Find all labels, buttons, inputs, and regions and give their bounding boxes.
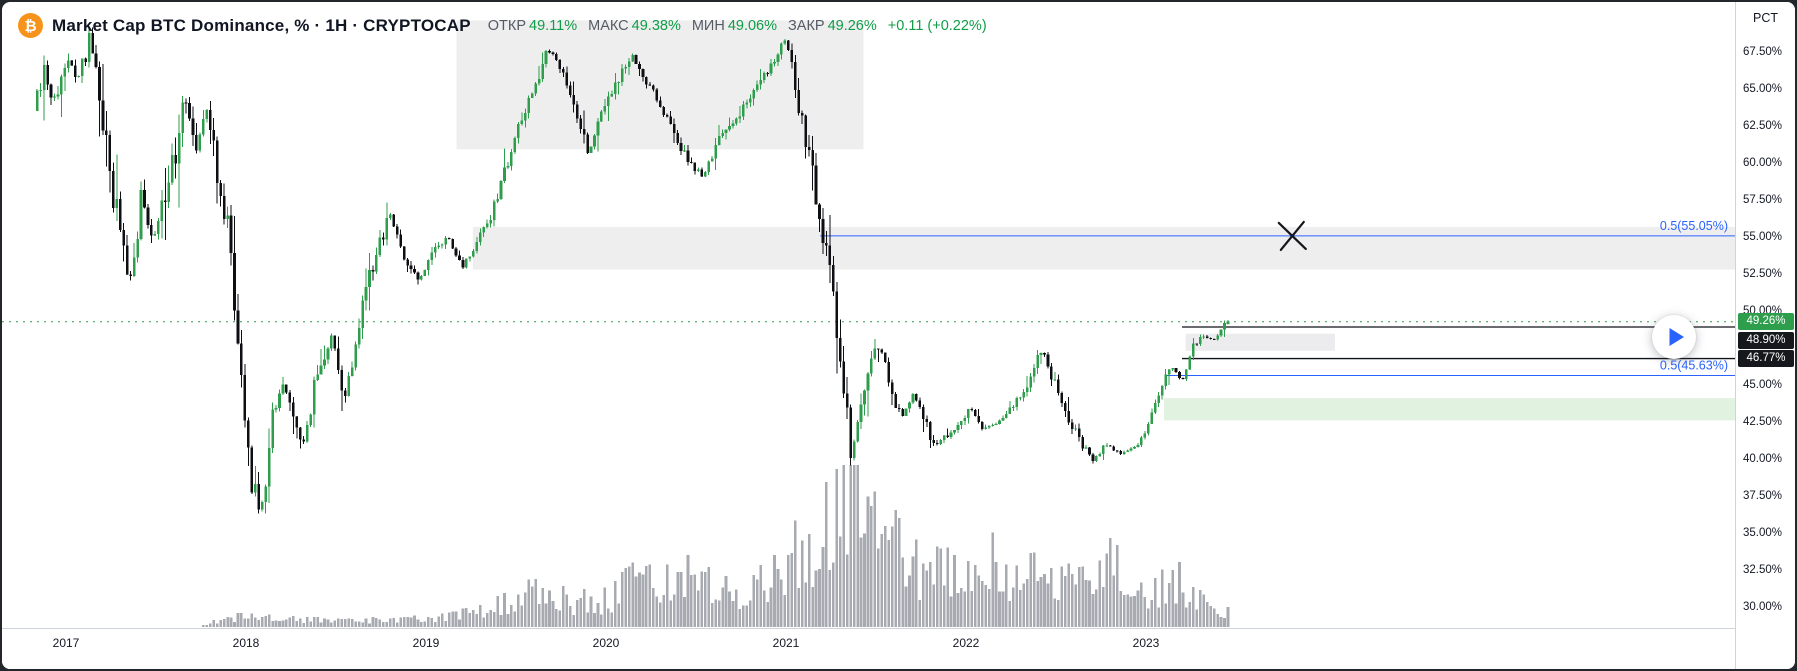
high-label: МАКС [588, 17, 629, 34]
price-tick-label: 32.50% [1743, 563, 1783, 576]
price-line-badge[interactable]: 46.77% [1738, 350, 1794, 368]
price-tick-label: 42.50% [1743, 415, 1783, 428]
time-tick-label: 2019 [412, 636, 440, 650]
ohlc-legend: ОТКР 49.11% МАКС 49.38% МИН 49.06% ЗАКР … [488, 18, 987, 34]
price-tick-label: 45.00% [1743, 378, 1783, 391]
open-value: 49.11% [529, 17, 578, 34]
time-tick-label: 2020 [592, 636, 620, 650]
price-tick-label: 57.50% [1743, 193, 1783, 206]
time-tick-label: 2017 [52, 636, 80, 650]
volume-layer [202, 465, 1230, 627]
legend-open: ОТКР 49.11% [488, 18, 577, 34]
close-label: ЗАКР [788, 17, 825, 34]
current-price-badge[interactable]: 49.26% [1738, 313, 1794, 331]
bitcoin-icon: ₿ [18, 13, 43, 38]
play-icon [1669, 328, 1684, 346]
zones-layer[interactable] [456, 20, 1735, 421]
open-label: ОТКР [487, 17, 527, 34]
price-tick-label: 62.50% [1743, 119, 1783, 132]
price-tick-label: 37.50% [1743, 489, 1783, 502]
price-tick-label: 52.50% [1743, 267, 1783, 280]
price-tick-label: 65.00% [1743, 82, 1783, 95]
candles-layer [35, 27, 1230, 514]
price-tick-label: 35.00% [1743, 526, 1783, 539]
time-tick-label: 2018 [232, 636, 260, 650]
mid-gray-zone[interactable] [472, 227, 1735, 270]
legend-high: МАКС 49.38% [588, 18, 681, 34]
time-tick-label: 2023 [1132, 636, 1160, 650]
price-tick-label: 67.50% [1743, 45, 1783, 58]
x-mark-annotation[interactable] [1279, 220, 1305, 252]
price-axis-unit[interactable]: PCT [1753, 11, 1778, 25]
play-button[interactable] [1652, 315, 1696, 359]
price-tick-label: 40.00% [1743, 452, 1783, 465]
close-value: 49.26% [827, 17, 877, 34]
fib-level-label: 0.5(45.63%) [1660, 358, 1728, 372]
drawing-lines-layer[interactable]: 0.5(55.05%) 0.5(45.63%) [2, 219, 1735, 376]
price-tick-label: 60.00% [1743, 156, 1783, 169]
symbol-title[interactable]: Market Cap BTC Dominance, % · 1H · CRYPT… [52, 15, 471, 35]
high-value: 49.38% [631, 17, 681, 34]
price-tick-label: 30.00% [1743, 601, 1783, 613]
time-tick-label: 2022 [952, 636, 980, 650]
price-line-badge[interactable]: 48.90% [1738, 331, 1794, 349]
legend-low: МИН 49.06% [692, 18, 777, 34]
annotations-layer[interactable] [1277, 220, 1307, 252]
legend-close: ЗАКР 49.26% [788, 18, 877, 34]
price-tick-label: 55.00% [1743, 230, 1783, 243]
time-tick-label: 2021 [772, 636, 800, 650]
time-axis[interactable]: 2017 2018 2019 2020 2021 2022 2023 [2, 628, 1795, 669]
low-label: МИН [691, 17, 725, 34]
fib-level-label: 0.5(55.05%) [1660, 219, 1728, 233]
green-demand-zone[interactable] [1164, 398, 1735, 421]
entry-highlight-box[interactable] [1185, 333, 1335, 351]
low-value: 49.06% [727, 17, 778, 34]
chart-legend: ₿ Market Cap BTC Dominance, % · 1H · CRY… [18, 13, 987, 38]
change-value: +0.11 (+0.22%) [887, 17, 987, 34]
price-axis[interactable]: PCT 67.50% 65.00% 62.50% 60.00% 57.50% 55.00%… [1735, 2, 1795, 669]
